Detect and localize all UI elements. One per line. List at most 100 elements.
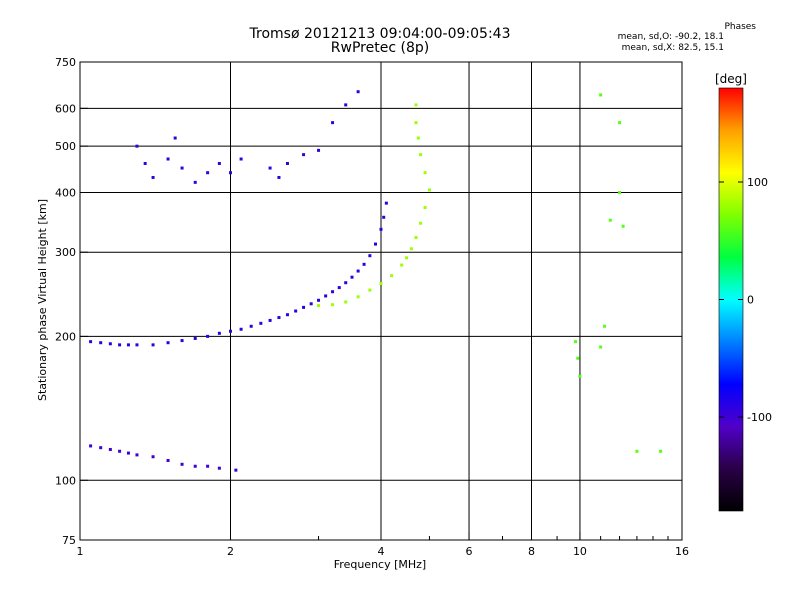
data-point <box>382 215 386 219</box>
data-point <box>324 294 328 298</box>
data-point <box>384 201 388 205</box>
y-axis-label: Stationary phase Virtual Height [km] <box>36 199 49 401</box>
x-tick-label: 6 <box>466 545 473 558</box>
data-point <box>249 324 253 328</box>
data-point <box>285 313 289 317</box>
data-point <box>135 453 139 457</box>
x-tick-label: 16 <box>675 545 689 558</box>
data-point <box>151 175 155 179</box>
chart-subtitle: RwPretec (8p) <box>330 40 430 56</box>
y-tick-label: 200 <box>55 330 76 343</box>
data-point <box>356 269 360 273</box>
data-point <box>206 334 210 338</box>
colorbar-tick-label: 0 <box>747 294 754 307</box>
data-point <box>344 300 348 304</box>
phases-title: Phases <box>724 22 756 32</box>
data-point <box>427 188 431 192</box>
data-point <box>193 464 197 468</box>
x-tick-label: 4 <box>378 545 385 558</box>
y-tick-label: 300 <box>55 246 76 259</box>
data-point <box>618 121 622 125</box>
data-points <box>89 90 663 472</box>
x-axis-label: Frequency [MHz] <box>334 558 426 571</box>
data-point <box>268 166 272 170</box>
data-point <box>414 103 418 107</box>
x-tick-label: 8 <box>528 545 535 558</box>
data-point <box>574 340 578 344</box>
data-point <box>331 121 335 125</box>
data-point <box>576 356 580 360</box>
data-point <box>180 339 184 343</box>
colorbar: [deg] -100 0 100 <box>715 72 772 512</box>
colorbar-tick-label: -100 <box>747 411 772 424</box>
data-point <box>217 331 221 335</box>
phases-o-stats: mean, sd,O: -90.2, 18.1 <box>617 32 724 42</box>
data-point <box>173 136 177 140</box>
data-point <box>599 345 603 349</box>
data-point <box>151 455 155 459</box>
data-point <box>344 103 348 107</box>
data-point <box>135 144 139 148</box>
data-point <box>337 286 341 290</box>
data-point <box>390 274 394 278</box>
y-tick-label: 75 <box>62 534 76 547</box>
data-point <box>603 324 607 328</box>
data-point <box>635 449 639 453</box>
data-point <box>99 446 103 450</box>
data-point <box>118 343 122 347</box>
data-point <box>362 262 366 266</box>
data-point <box>599 93 603 97</box>
data-point <box>126 451 130 455</box>
x-tick-label: 10 <box>573 545 587 558</box>
data-point <box>317 148 321 152</box>
data-point <box>405 256 409 260</box>
data-point <box>294 309 298 313</box>
data-point <box>89 444 93 448</box>
colorbar-label: [deg] <box>715 72 747 86</box>
data-point <box>277 175 281 179</box>
data-point <box>419 221 423 225</box>
data-point <box>400 263 404 267</box>
data-point <box>302 153 306 157</box>
data-point <box>317 298 321 302</box>
data-point <box>414 236 418 240</box>
data-point <box>259 321 263 325</box>
data-point <box>239 327 243 331</box>
data-point <box>108 447 112 451</box>
data-point <box>379 227 383 231</box>
data-point <box>118 449 122 453</box>
data-point <box>621 224 625 228</box>
data-point <box>268 318 272 322</box>
data-point <box>206 171 210 175</box>
y-tick-label: 750 <box>55 56 76 69</box>
data-point <box>317 304 321 308</box>
x-tick-label: 1 <box>77 545 84 558</box>
data-point <box>368 288 372 292</box>
y-tick-label: 600 <box>55 102 76 115</box>
data-point <box>126 343 130 347</box>
data-point <box>409 247 413 251</box>
data-point <box>229 329 232 333</box>
data-point <box>108 342 112 346</box>
data-point <box>180 166 184 170</box>
data-point <box>414 121 418 125</box>
data-point <box>608 218 612 222</box>
data-point <box>135 343 139 347</box>
data-point <box>379 282 383 286</box>
x-tick-label: 2 <box>227 545 234 558</box>
y-tick-label: 500 <box>55 140 76 153</box>
data-point <box>344 281 348 285</box>
colorbar-tick-label: 100 <box>747 176 768 189</box>
phases-x-stats: mean, sd,X: 82.5, 15.1 <box>621 43 724 53</box>
data-point <box>356 90 360 94</box>
data-point <box>416 136 420 140</box>
data-point <box>578 374 582 378</box>
data-point <box>143 161 147 165</box>
data-point <box>331 290 335 294</box>
data-point <box>285 161 289 165</box>
grid-lines <box>80 62 682 540</box>
data-point <box>206 464 210 468</box>
y-tick-label: 100 <box>55 474 76 487</box>
data-point <box>419 153 423 157</box>
data-point <box>368 254 372 258</box>
